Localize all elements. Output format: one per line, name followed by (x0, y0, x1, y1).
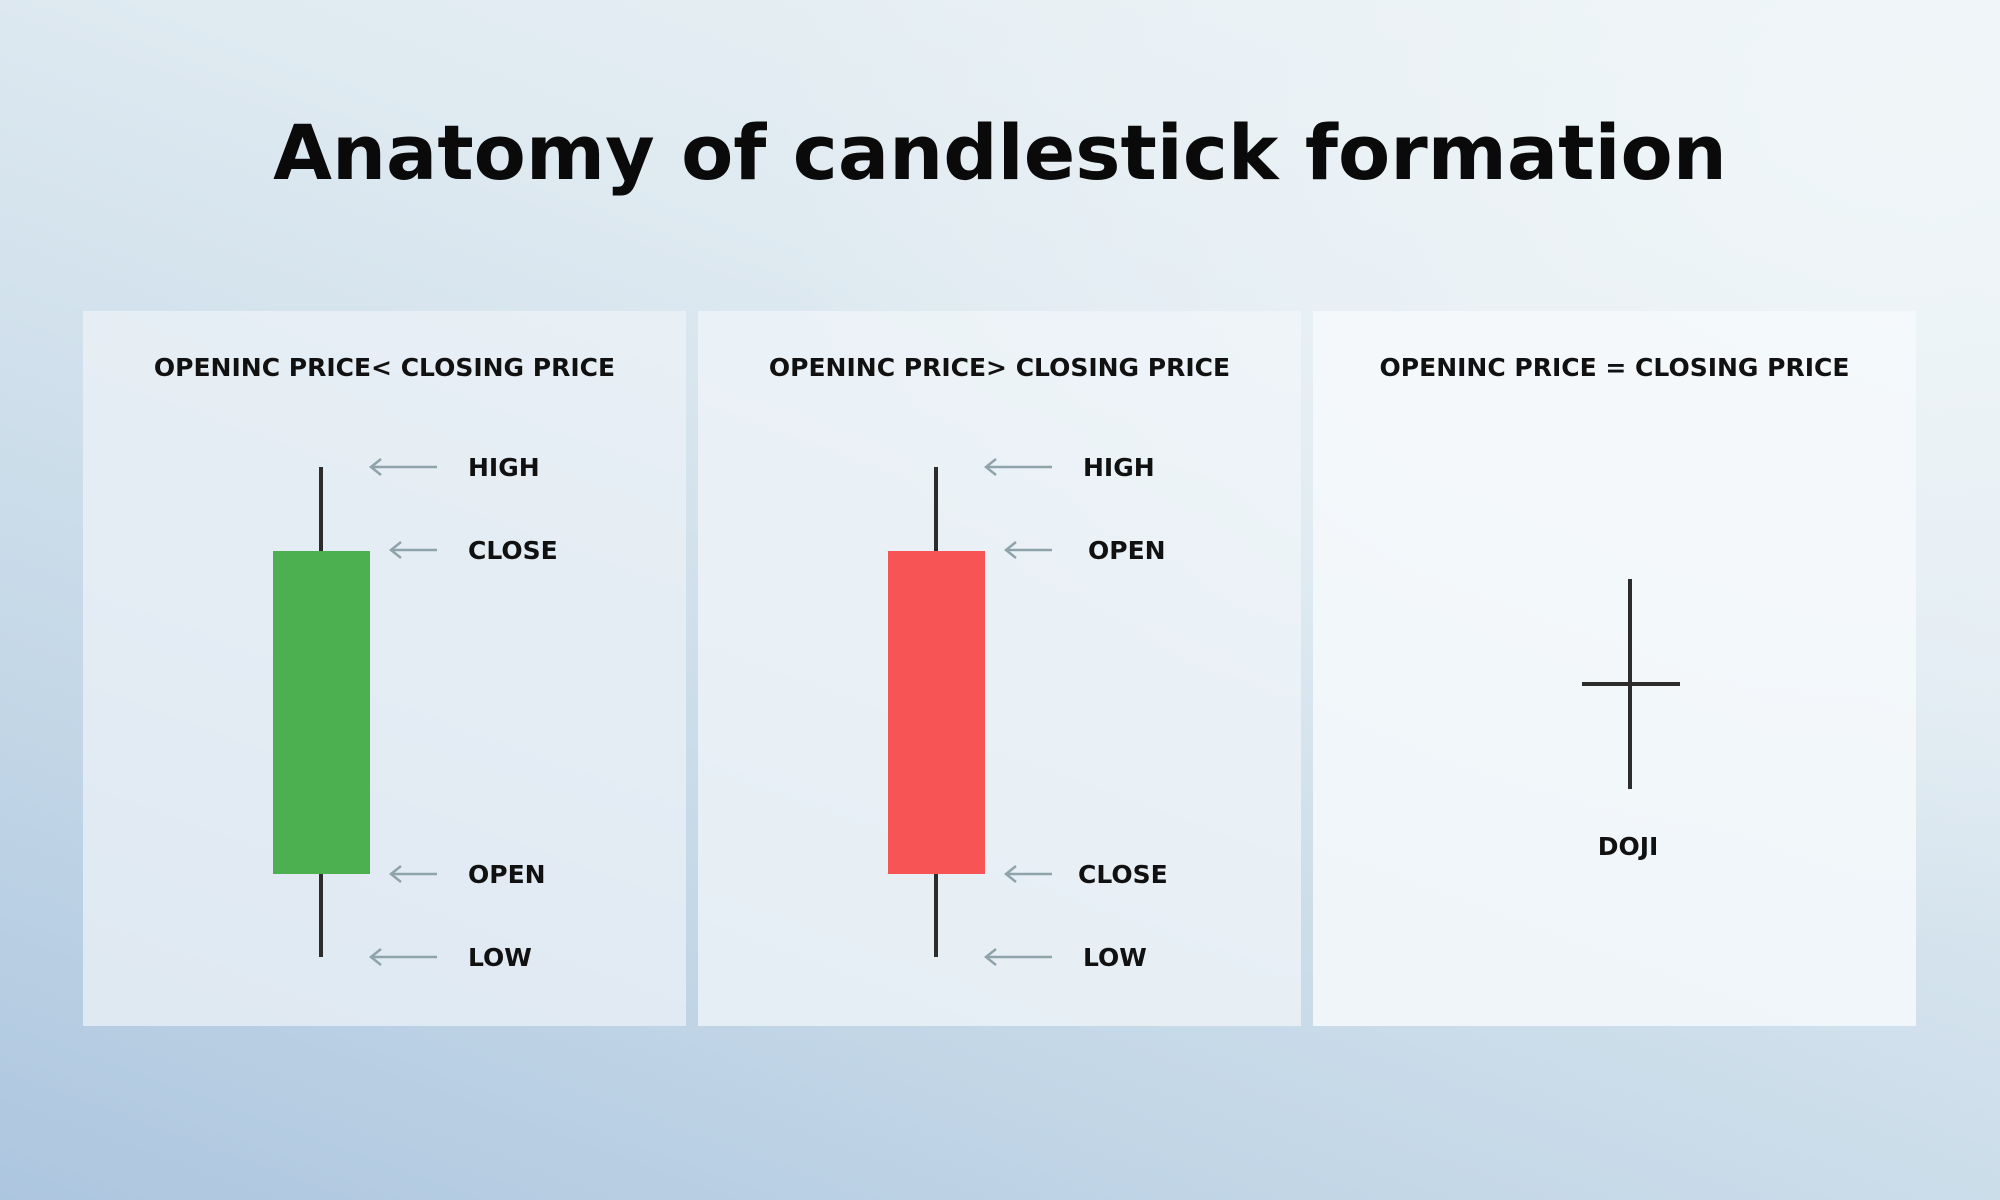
doji-label: DOJI (1597, 832, 1659, 861)
arrow-left-icon (1004, 541, 1052, 559)
bullish-candle-panel: OPENINC PRICE< CLOSING PRICE HIGH CLOSE … (83, 311, 686, 1026)
panel-heading: OPENINC PRICE = CLOSING PRICE (1379, 353, 1850, 382)
low-label: LOW (1083, 943, 1147, 972)
bearish-candle-body (888, 551, 985, 874)
doji-panel: OPENINC PRICE = CLOSING PRICE DOJI (1313, 311, 1916, 1026)
close-label: CLOSE (1078, 860, 1168, 889)
arrow-left-icon (984, 948, 1052, 966)
arrow-left-icon (369, 458, 437, 476)
arrow-left-icon (389, 865, 437, 883)
doji-body-line (1582, 682, 1680, 686)
close-label: CLOSE (468, 536, 558, 565)
low-label: LOW (468, 943, 532, 972)
arrow-left-icon (984, 458, 1052, 476)
bullish-candle-body (273, 551, 370, 874)
page-title: Anatomy of candlestick formation (273, 108, 1727, 197)
bearish-candle-panel: OPENINC PRICE> CLOSING PRICE HIGH OPEN C… (698, 311, 1301, 1026)
open-label: OPEN (468, 860, 546, 889)
arrow-left-icon (1004, 865, 1052, 883)
high-label: HIGH (468, 453, 540, 482)
open-label: OPEN (1088, 536, 1166, 565)
panel-heading: OPENINC PRICE< CLOSING PRICE (153, 353, 616, 382)
high-label: HIGH (1083, 453, 1155, 482)
panel-heading: OPENINC PRICE> CLOSING PRICE (768, 353, 1231, 382)
arrow-left-icon (389, 541, 437, 559)
arrow-left-icon (369, 948, 437, 966)
